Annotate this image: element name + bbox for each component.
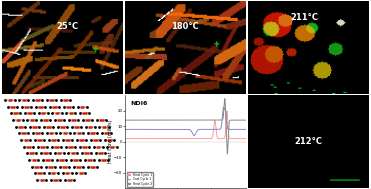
Text: 180°C: 180°C <box>171 22 199 31</box>
Y-axis label: Heat Flow (mW/s): Heat Flow (mW/s) <box>108 120 113 163</box>
Text: 212°C: 212°C <box>295 137 323 146</box>
Legend: Heat Cycle 1, Cool Cycle 1, Heat Cycle 2: Heat Cycle 1, Cool Cycle 1, Heat Cycle 2 <box>127 172 153 187</box>
Text: NDI6: NDI6 <box>130 101 147 106</box>
Text: 25°C: 25°C <box>56 22 78 31</box>
Text: 211°C: 211°C <box>290 13 319 22</box>
